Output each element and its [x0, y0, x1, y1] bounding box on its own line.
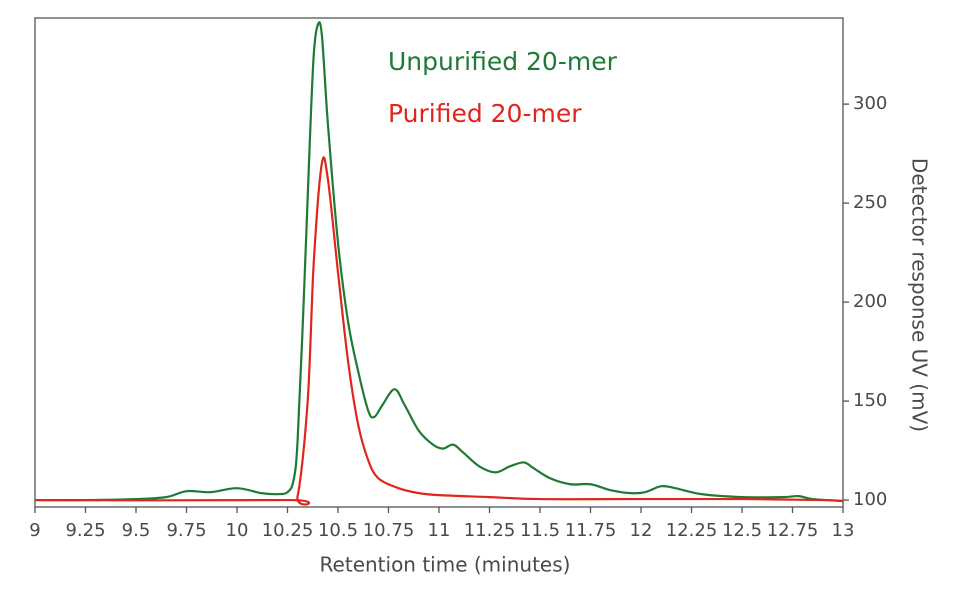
x-tick-label: 9.25 — [65, 520, 105, 541]
series-line — [34, 156, 844, 506]
x-tick-label: 10 — [226, 520, 249, 541]
legend-entry: Purified 20-mer — [388, 99, 582, 128]
x-tick-label: 10.75 — [363, 520, 415, 541]
y-tick-label: 250 — [853, 192, 887, 213]
x-tick-label: 11.5 — [520, 520, 560, 541]
x-tick-label: 12.75 — [767, 520, 819, 541]
x-tick-label: 10.25 — [262, 520, 314, 541]
x-tick-label: 11 — [428, 520, 451, 541]
series-line — [34, 21, 844, 503]
x-tick-label: 10.5 — [318, 520, 358, 541]
x-tick-label: 11.75 — [565, 520, 617, 541]
y-axis-label: Detector response UV (mV) — [908, 158, 932, 432]
x-tick-label: 13 — [832, 520, 855, 541]
plot-frame — [34, 17, 844, 508]
y-tick-label: 300 — [853, 93, 887, 114]
x-tick-label: 9.5 — [122, 520, 151, 541]
x-tick-label: 11.25 — [464, 520, 516, 541]
x-tick-label: 12.25 — [666, 520, 718, 541]
legend-entry: Unpurified 20-mer — [388, 47, 618, 76]
x-tick-label: 9 — [29, 520, 40, 541]
x-tick-label: 9.75 — [166, 520, 206, 541]
x-tick-label: 12.5 — [722, 520, 762, 541]
y-tick-label: 150 — [853, 390, 887, 411]
x-tick-label: 12 — [630, 520, 653, 541]
x-axis-label: Retention time (minutes) — [320, 553, 571, 577]
y-tick-label: 200 — [853, 291, 887, 312]
y-tick-label: 100 — [853, 489, 887, 510]
